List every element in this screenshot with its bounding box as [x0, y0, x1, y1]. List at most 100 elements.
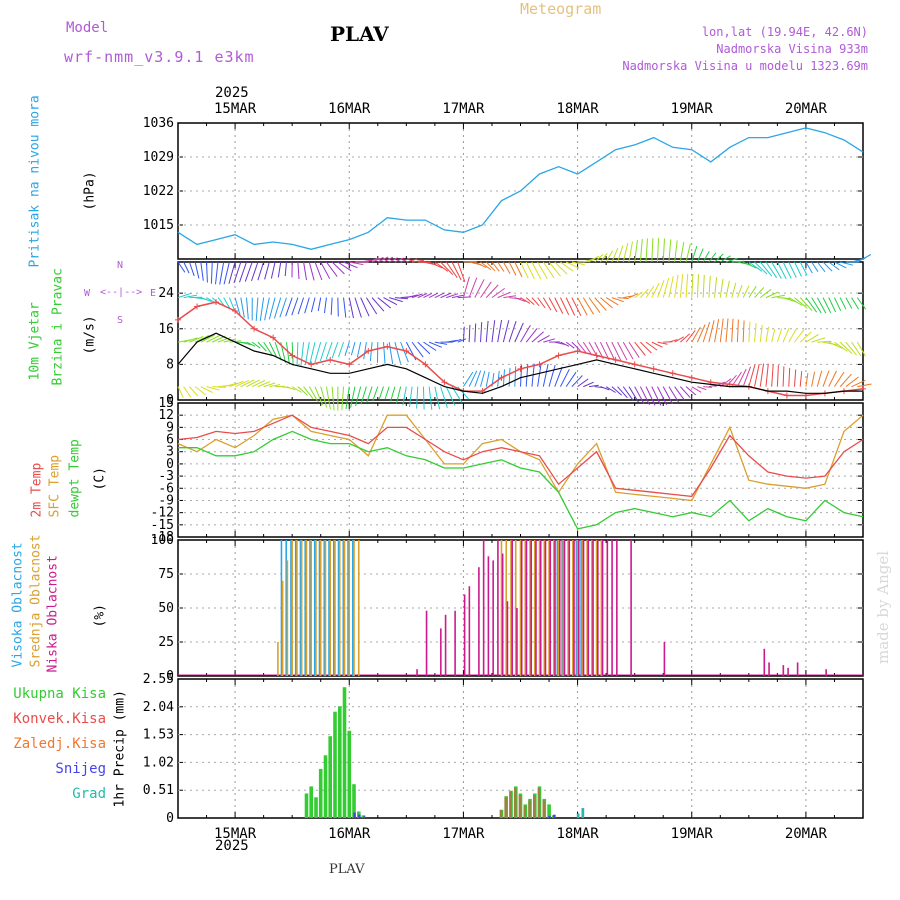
- wind-arrow: [514, 322, 524, 343]
- wind-arrow: [640, 288, 649, 298]
- precip-y-tick-label: 2.04: [143, 700, 174, 715]
- wind-arrow: [520, 261, 529, 279]
- wind-arrow: [485, 371, 490, 387]
- wind-arrow: [708, 320, 715, 343]
- wind-arrow: [338, 341, 345, 358]
- precip-y-tick-label: 0: [166, 811, 174, 826]
- wind-arrow: [285, 297, 293, 317]
- wind-arrow: [771, 328, 776, 343]
- wind-arrow: [508, 367, 511, 387]
- wind-arrow: [634, 341, 646, 356]
- wind-arrow: [206, 261, 208, 283]
- wind-arrow: [229, 380, 244, 388]
- gust-marker: [574, 348, 581, 355]
- wind-arrow: [446, 293, 459, 299]
- wind-arrow: [725, 280, 730, 298]
- wind-arrow: [320, 261, 331, 279]
- wind-arrow: [309, 342, 316, 364]
- wind-arrow: [588, 255, 600, 263]
- wind-arrow: [480, 370, 486, 387]
- wind-arrow: [411, 341, 424, 358]
- precip-bar-0: [323, 755, 328, 818]
- wind-arrow: [491, 261, 500, 272]
- wind-arrow: [788, 367, 791, 387]
- wind-arrow: [565, 371, 577, 387]
- wind-arrow: [372, 386, 379, 402]
- wind-arrow: [662, 386, 673, 404]
- wind-arrow: [400, 341, 409, 363]
- precip-bar-1: [528, 800, 531, 818]
- wind-arrow: [794, 369, 797, 387]
- wind-arrow: [446, 339, 457, 343]
- wind-arrow: [423, 292, 433, 299]
- precip-y-tick-label: 2.55: [143, 672, 174, 687]
- wind-arrow: [406, 294, 418, 299]
- wind-arrow: [228, 261, 236, 284]
- wind-arrow: [428, 261, 443, 269]
- wind-arrow: [520, 297, 531, 304]
- wind-arrow: [560, 341, 570, 347]
- wind-arrow: [215, 261, 219, 285]
- wind-arrow: [310, 297, 316, 313]
- wind-arrow: [537, 363, 542, 387]
- wind-arrow: [622, 341, 634, 360]
- precip-bar-1: [499, 809, 503, 818]
- wind-arrow: [531, 297, 540, 307]
- wind-arrow: [788, 297, 803, 306]
- gust-marker: [175, 316, 181, 323]
- wind-arrow: [264, 297, 270, 321]
- wind-arrow: [816, 261, 826, 273]
- precip-y-tick-label: 0.51: [143, 783, 174, 798]
- wind-arrow: [582, 297, 595, 315]
- wind-arrow: [177, 261, 186, 273]
- wind-arrow: [434, 386, 441, 410]
- wind-speed-line: [177, 332, 863, 394]
- wind-arrow: [502, 320, 510, 343]
- wind-arrow: [343, 261, 358, 269]
- wind-arrow: [273, 297, 282, 319]
- precip-bar-1: [504, 797, 507, 818]
- wind-arrow: [714, 253, 724, 263]
- wind-arrow: [645, 386, 656, 406]
- wind-arrow: [617, 341, 628, 361]
- temp2m-line: [177, 414, 864, 498]
- wind-arrow: [668, 339, 678, 343]
- wind-arrow: [845, 376, 859, 388]
- temp-y-tick-label: 12: [158, 408, 174, 423]
- gust-marker: [536, 361, 543, 368]
- wind-arrow: [263, 341, 273, 355]
- wind-arrow: [491, 320, 496, 343]
- wind-arrow: [189, 335, 204, 343]
- wind-arrow: [388, 342, 394, 365]
- wind-arrow: [542, 297, 552, 311]
- wind-arrow: [514, 297, 526, 302]
- date-tick-label-top: 20MAR: [785, 101, 828, 117]
- wind-arrow: [691, 327, 701, 343]
- precip-bar-3: [362, 816, 366, 818]
- wind-arrow: [508, 320, 517, 343]
- model-label: Model: [66, 20, 109, 36]
- wind-arrow: [383, 342, 386, 364]
- precip-legend-graupel: Grad: [72, 786, 106, 802]
- wind-arrow: [480, 322, 483, 343]
- wind-arrow: [668, 276, 674, 298]
- wind-arrow: [255, 297, 259, 321]
- wind-arrow: [457, 261, 466, 283]
- wind-arrow: [577, 378, 589, 388]
- wind-arrow: [759, 363, 765, 387]
- wind-arrow: [668, 386, 679, 403]
- wind-arrow: [331, 341, 339, 359]
- date-tick-label-bottom: 17MAR: [442, 826, 485, 842]
- wind-arrow: [588, 297, 601, 313]
- wind-arrow: [183, 386, 192, 398]
- wind-arrow: [434, 292, 445, 299]
- wind-arrow: [696, 274, 699, 298]
- wind-arrow: [685, 243, 691, 263]
- wind-arrow: [308, 261, 315, 281]
- gust-marker: [612, 356, 619, 363]
- wind-arrow: [679, 333, 691, 343]
- gust-marker: [365, 348, 372, 355]
- wind-arrow: [617, 245, 624, 263]
- wind-arrow: [754, 323, 757, 343]
- wind-arrow: [708, 252, 717, 263]
